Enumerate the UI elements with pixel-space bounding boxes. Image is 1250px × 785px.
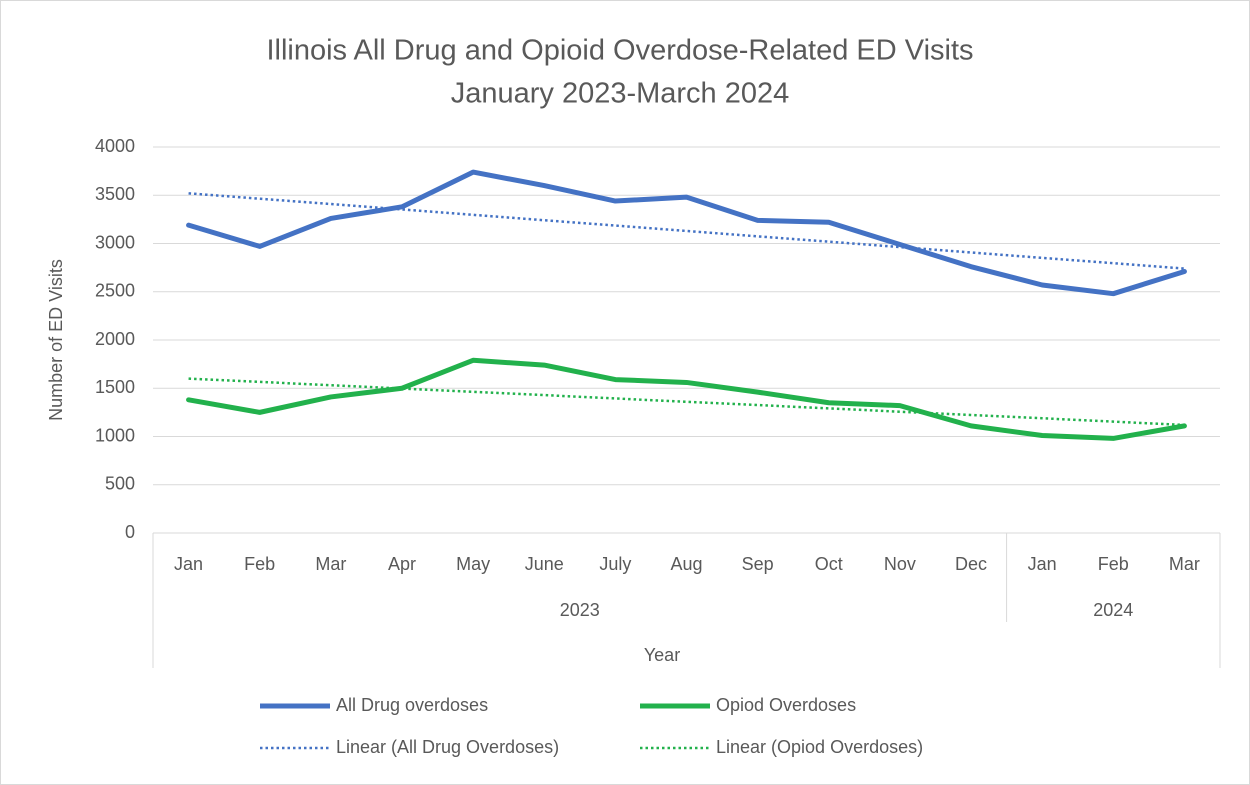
y-tick-label: 1500 (95, 377, 135, 397)
legend-label: Opiod Overdoses (716, 695, 856, 715)
x-tick-label: Mar (1169, 554, 1200, 574)
y-tick-label: 0 (125, 522, 135, 542)
x-tick-label: Nov (884, 554, 916, 574)
x-tick-label: Feb (244, 554, 275, 574)
legend-label: Linear (All Drug Overdoses) (336, 737, 559, 757)
y-tick-label: 3500 (95, 184, 135, 204)
x-tick-label: Oct (815, 554, 843, 574)
legend-label: Linear (Opiod Overdoses) (716, 737, 923, 757)
x-tick-label: Dec (955, 554, 987, 574)
y-axis-label: Number of ED Visits (46, 259, 66, 421)
y-tick-label: 2000 (95, 329, 135, 349)
x-tick-label: Jan (1028, 554, 1057, 574)
legend-label: All Drug overdoses (336, 695, 488, 715)
y-tick-label: 1000 (95, 425, 135, 445)
data-line (186, 357, 1187, 441)
x-tick-label: Sep (742, 554, 774, 574)
x-tick-label: Jan (174, 554, 203, 574)
data-line (186, 169, 1187, 297)
x-tick-label: Aug (670, 554, 702, 574)
trend-line (188, 192, 1185, 270)
x-group-label: 2023 (560, 600, 600, 620)
x-tick-label: June (525, 554, 564, 574)
x-axis-label: Year (644, 645, 680, 665)
x-tick-label: July (599, 554, 631, 574)
x-tick-label: May (456, 554, 490, 574)
x-tick-label: Mar (315, 554, 346, 574)
x-group-label: 2024 (1093, 600, 1133, 620)
x-tick-label: Apr (388, 554, 416, 574)
x-tick-label: Feb (1098, 554, 1129, 574)
y-tick-label: 4000 (95, 136, 135, 156)
chart-title: Illinois All Drug and Opioid Overdose-Re… (266, 35, 973, 67)
y-tick-label: 3000 (95, 232, 135, 252)
chart-subtitle: January 2023-March 2024 (451, 78, 790, 110)
y-tick-label: 2500 (95, 281, 135, 301)
trend-line (188, 377, 1185, 427)
y-tick-label: 500 (105, 474, 135, 494)
